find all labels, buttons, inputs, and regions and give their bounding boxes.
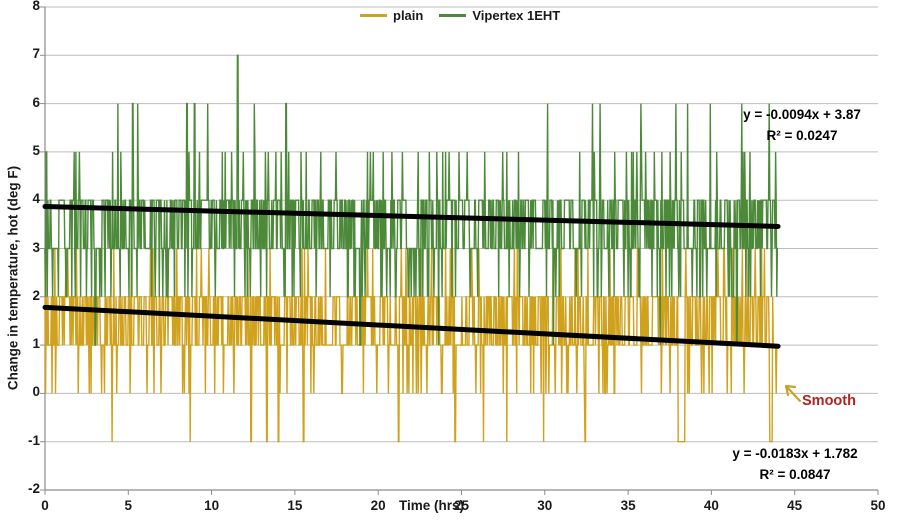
r-squared-line: R² = 0.0247	[766, 128, 838, 143]
y-tick-label: -1	[27, 432, 40, 448]
legend-label-plain: plain	[393, 8, 424, 23]
y-tick-label: 1	[32, 336, 40, 352]
legend: plain Vipertex 1EHT	[360, 8, 560, 23]
x-tick-label: 25	[453, 498, 470, 513]
legend-swatch-vipertex	[439, 14, 467, 17]
x-tick-label: 0	[41, 498, 49, 513]
y-tick-label: 3	[32, 239, 40, 255]
legend-swatch-plain	[360, 14, 387, 17]
trendline-equation-plain: y = -0.0183x + 1.782 R² = 0.0847	[690, 443, 900, 485]
x-tick-label: 10	[204, 498, 220, 513]
trendline-plain	[42, 304, 781, 349]
y-tick-label: 6	[32, 94, 40, 110]
series-vipertex-1eht	[44, 54, 779, 346]
x-tick-label: 30	[537, 498, 553, 513]
trendline-vipertex-1eht	[42, 203, 781, 229]
r-squared-line: R² = 0.0847	[759, 467, 831, 482]
x-tick-label: 5	[124, 498, 133, 513]
equation-line: y = -0.0094x + 3.87	[743, 107, 861, 122]
y-tick-label: 2	[32, 287, 40, 303]
y-tick-label: 8	[32, 0, 40, 13]
smooth-arrow-icon	[784, 384, 802, 403]
x-tick-label: 20	[370, 498, 386, 513]
y-tick-label: 5	[32, 142, 40, 158]
x-tick-label: 45	[787, 498, 803, 513]
x-tick-label: 35	[620, 498, 636, 513]
legend-label-vipertex: Vipertex 1EHT	[472, 8, 561, 23]
x-tick-label: 40	[703, 498, 719, 513]
y-tick-label: 4	[32, 191, 40, 207]
x-tick-label: 50	[870, 498, 886, 513]
y-tick-label: 0	[32, 384, 40, 400]
x-tick-label: 15	[287, 498, 303, 513]
annotation-smooth: Smooth	[802, 393, 856, 409]
trendline-equation-vipertex: y = -0.0094x + 3.87 R² = 0.0247	[697, 104, 900, 146]
x-axis-title: Time (hrs)	[399, 498, 465, 513]
y-tick-label: -2	[27, 481, 40, 496]
y-tick-label: 7	[32, 46, 40, 62]
equation-line: y = -0.0183x + 1.782	[732, 446, 858, 461]
